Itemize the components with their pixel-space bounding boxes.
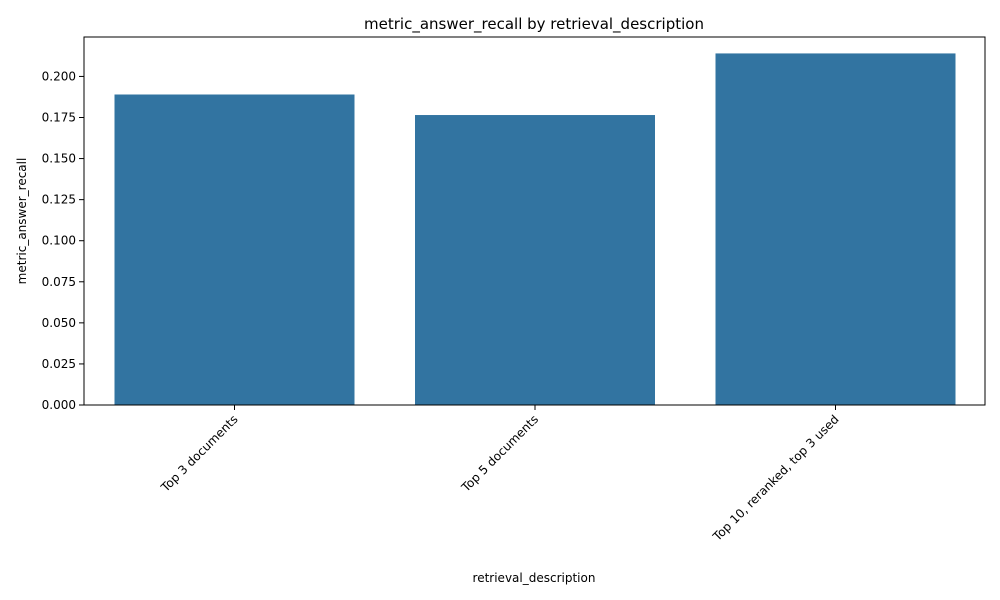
x-tick-label: Top 3 documents [158,412,241,495]
y-axis-label: metric_answer_recall [15,158,29,285]
x-axis-label: retrieval_description [473,571,596,585]
y-tick-label: 0.150 [42,152,76,166]
chart-title: metric_answer_recall by retrieval_descri… [364,15,704,34]
bar-3 [715,53,956,406]
plot-frame [83,36,986,406]
bars-group [114,53,956,406]
y-tick-label: 0.050 [42,316,76,330]
bar-2 [415,115,655,406]
y-tick-label: 0.125 [42,193,76,207]
x-axis-ticks: Top 3 documents Top 5 documents Top 10, re… [158,405,842,544]
y-axis-ticks: 0.000 0.025 0.050 0.075 0.100 0.125 0.150 0.175… [42,69,84,412]
bar-1 [114,94,355,405]
y-tick-label: 0.175 [42,111,76,125]
x-tick-label: Top 10, reranked, top 3 used [710,412,842,544]
x-tick-label: Top 5 documents [458,412,541,495]
y-tick-label: 0.075 [42,275,76,289]
y-tick-label: 0.000 [42,398,76,412]
y-tick-label: 0.100 [42,234,76,248]
y-tick-label: 0.200 [42,69,76,83]
y-tick-label: 0.025 [42,357,76,371]
